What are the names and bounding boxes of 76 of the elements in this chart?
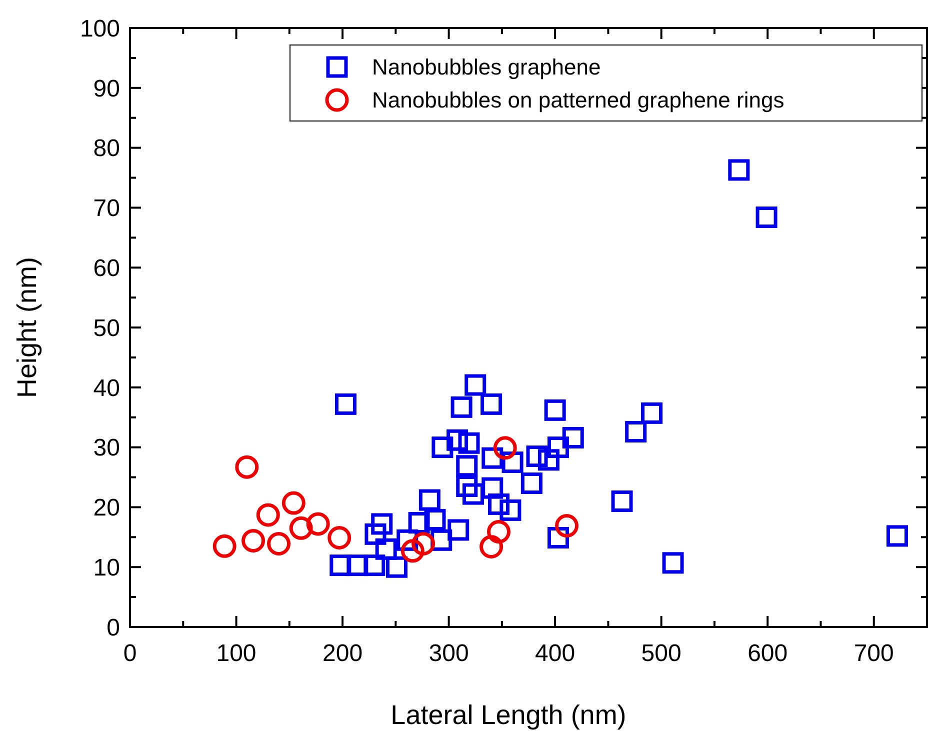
point (886, 525, 908, 547)
point (500, 499, 522, 521)
point (548, 527, 570, 548)
point (450, 396, 472, 418)
x-tick-label: 400 (535, 640, 576, 667)
point (424, 509, 446, 531)
point (662, 552, 684, 574)
point (538, 449, 560, 471)
point (480, 393, 502, 415)
x-tick-label: 100 (216, 640, 256, 667)
y-tick-label: 50 (93, 314, 120, 342)
x-tick-label: 600 (748, 640, 788, 667)
point (282, 491, 306, 515)
point (364, 523, 386, 545)
point (488, 493, 510, 515)
point (756, 206, 778, 228)
point (462, 483, 484, 505)
y-tick-label: 60 (93, 255, 120, 282)
x-tick-label: 500 (641, 640, 682, 667)
y-tick-label: 70 (93, 195, 120, 222)
y-tick-label: 20 (93, 494, 120, 522)
x-tick-label: 300 (428, 640, 469, 667)
y-tick-label: 30 (93, 434, 120, 462)
y-tick-label: 40 (93, 374, 120, 402)
point (364, 554, 386, 576)
point (555, 514, 579, 538)
point (408, 512, 430, 534)
point (242, 528, 266, 552)
point (412, 532, 436, 556)
point (482, 477, 504, 499)
point (456, 475, 478, 497)
point (212, 534, 236, 558)
point (334, 393, 356, 415)
y-tick-label: 0 (106, 614, 120, 642)
point (375, 538, 397, 560)
point (641, 402, 663, 424)
point (480, 534, 504, 558)
point (562, 426, 584, 448)
point (256, 503, 280, 527)
point (448, 519, 470, 541)
y-axis-title: Height (nm) (12, 256, 42, 398)
point (493, 436, 517, 460)
point (464, 374, 486, 396)
x-tick-label: 200 (322, 640, 363, 667)
point (486, 520, 510, 544)
y-tick-label: 100 (80, 15, 120, 42)
legend-label: Nanobubbles on patterned graphene rings (372, 88, 784, 113)
y-tick-label: 90 (93, 75, 120, 102)
point (330, 554, 352, 576)
y-tick-label: 10 (93, 554, 120, 582)
x-axis-title: Lateral Length (nm) (390, 700, 626, 730)
point (371, 513, 393, 535)
point (520, 472, 542, 494)
legend-label: Nanobubbles graphene (372, 54, 601, 80)
x-tick-label: 0 (123, 640, 137, 667)
x-tick-label: 700 (854, 640, 894, 667)
point (328, 526, 352, 550)
point (611, 490, 633, 512)
point (432, 436, 454, 458)
point (306, 512, 330, 536)
point (418, 489, 440, 511)
point (235, 455, 259, 479)
point (458, 432, 480, 454)
point (456, 455, 478, 477)
point (548, 436, 570, 458)
point (267, 532, 291, 556)
point (728, 159, 750, 181)
point (482, 447, 504, 469)
point (400, 539, 424, 563)
point (446, 429, 468, 451)
point (289, 516, 313, 540)
point (625, 420, 647, 442)
y-tick-label: 80 (93, 135, 120, 162)
point (526, 446, 548, 468)
point (386, 556, 408, 578)
point (544, 399, 566, 421)
